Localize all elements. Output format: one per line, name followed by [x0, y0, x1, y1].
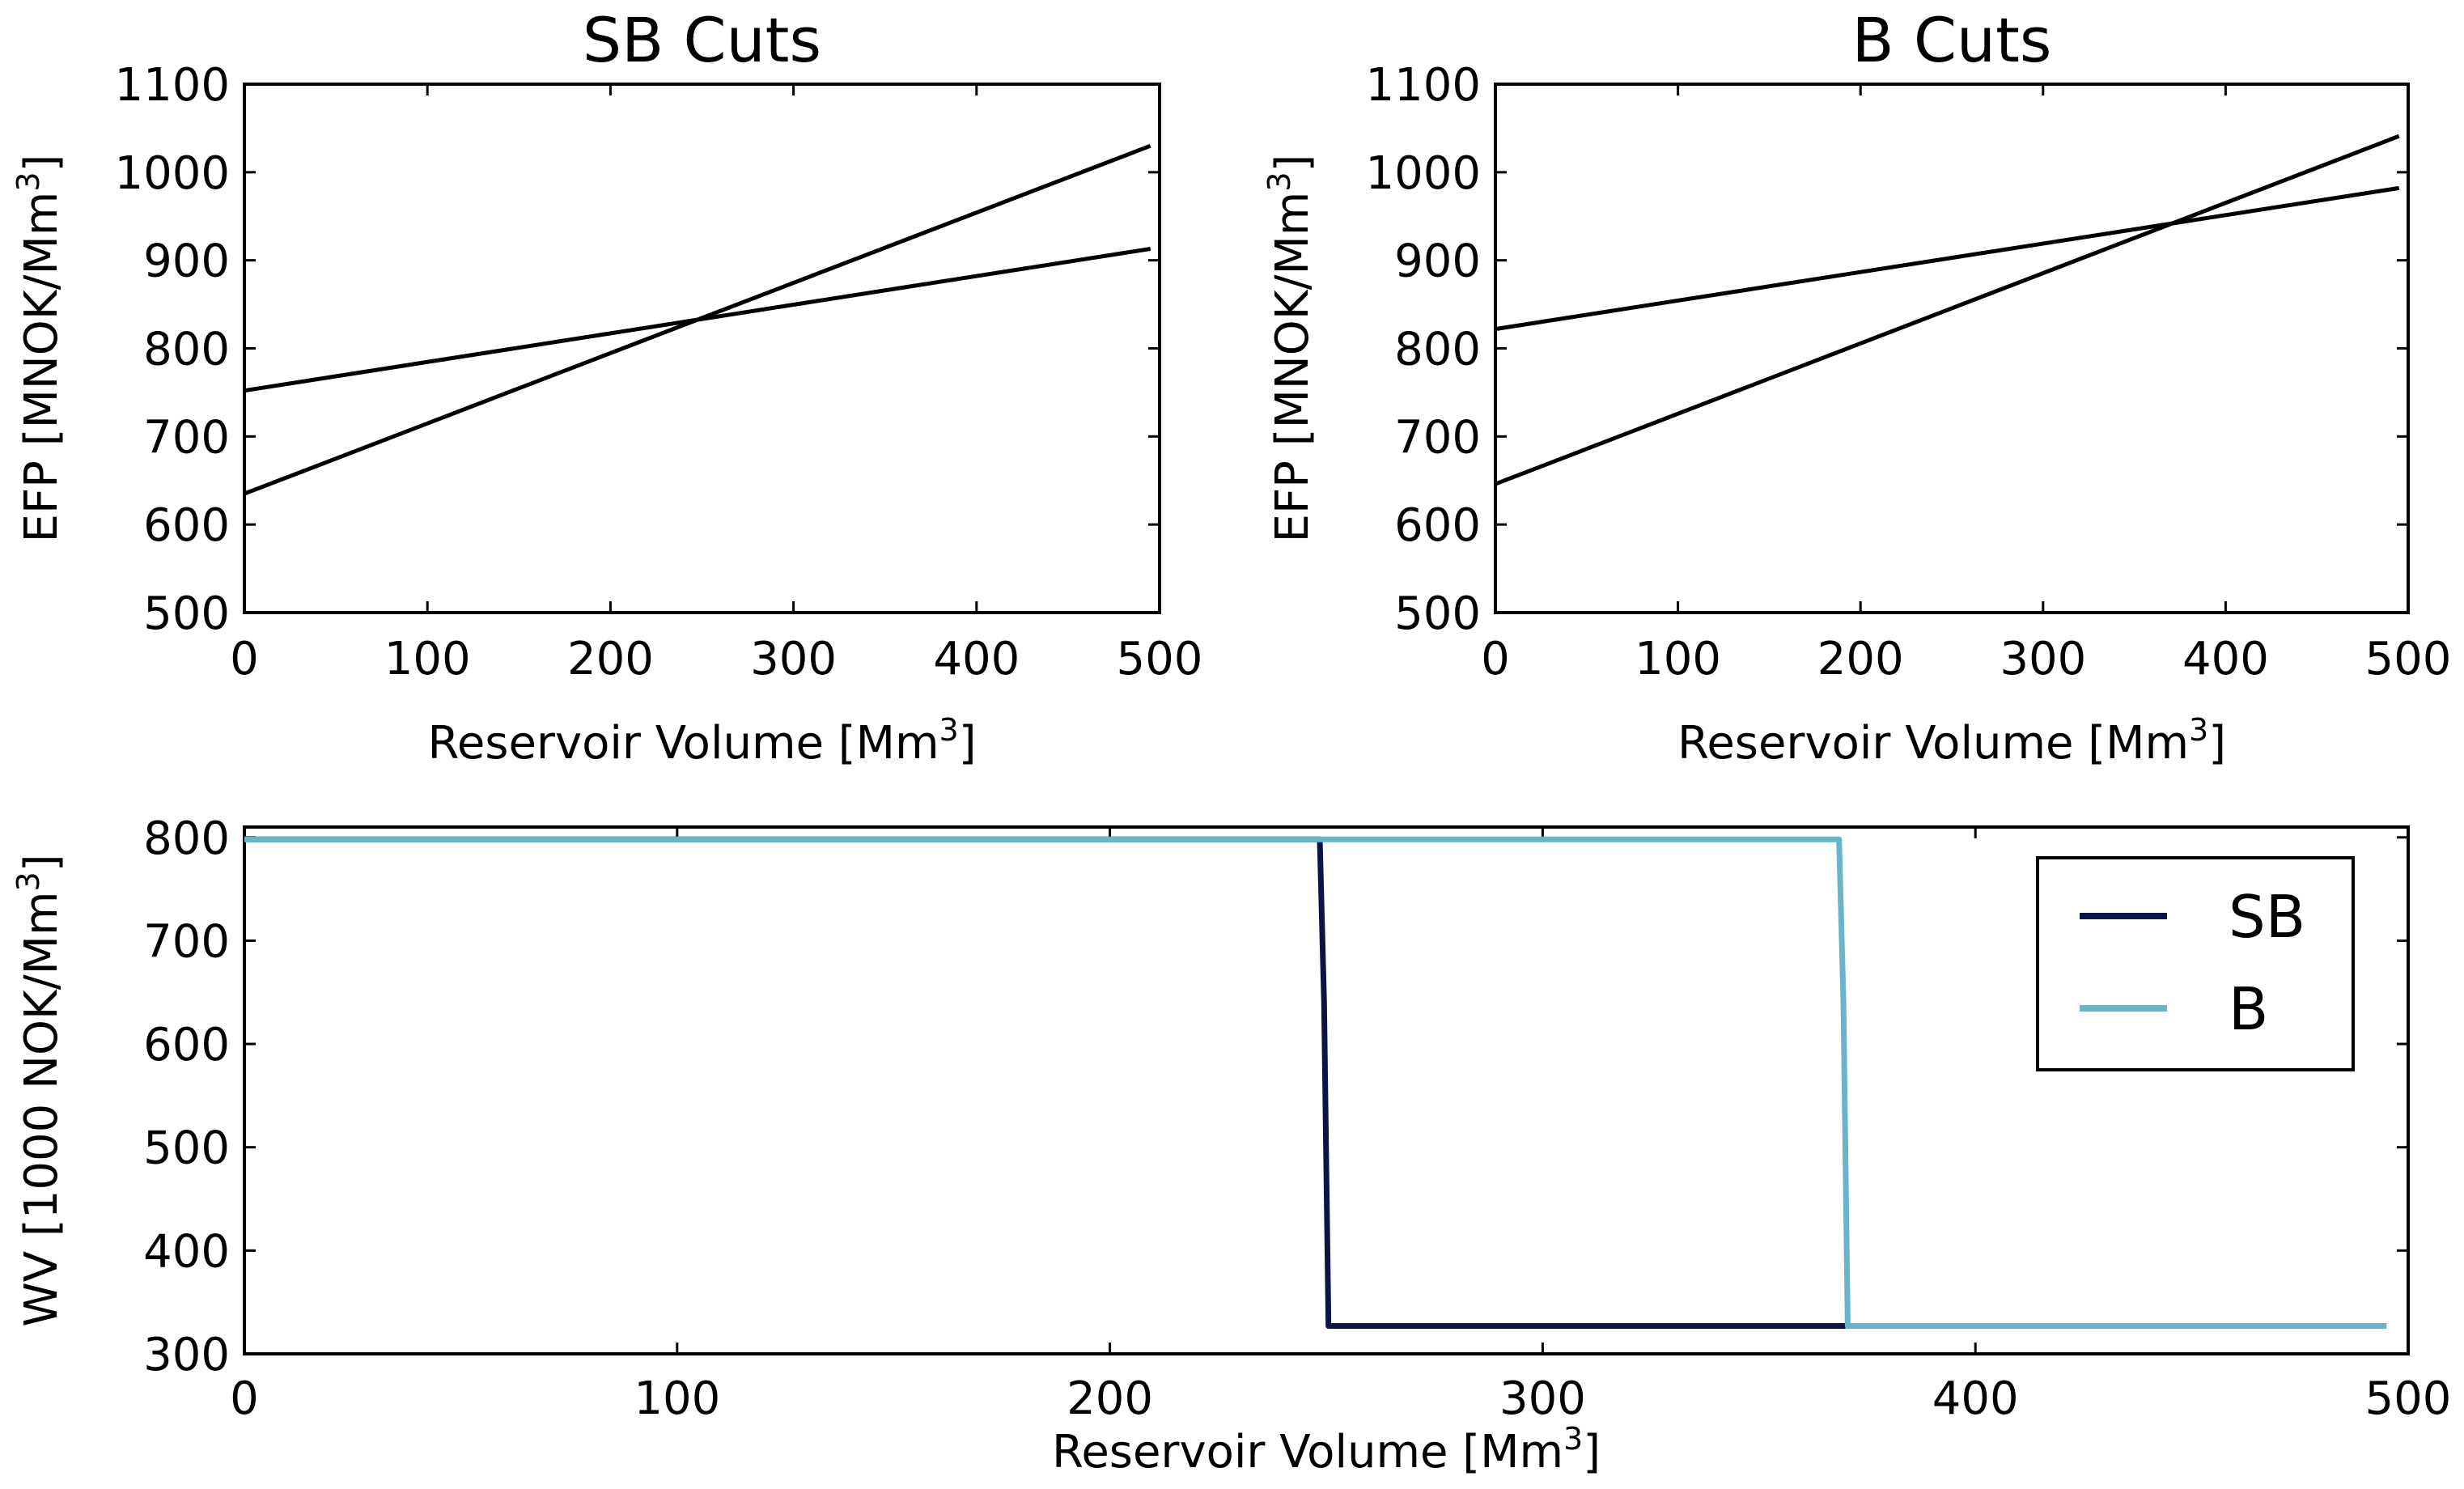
x-axis-title-close: ] [1583, 1426, 1601, 1478]
x-tick-label: 300 [750, 633, 837, 685]
y-tick-label: 1000 [1365, 147, 1481, 200]
x-axis-title-text: Reservoir Volume [Mm [1052, 1426, 1563, 1478]
y-tick-label: 900 [1394, 235, 1481, 288]
x-tick-label: 300 [1499, 1372, 1586, 1425]
x-tick-label: 200 [1817, 633, 1904, 685]
y-tick-label: 500 [143, 588, 230, 640]
x-tick-label: 200 [1067, 1372, 1153, 1425]
y-axis-title-sup: 3 [1262, 172, 1297, 191]
x-tick-label: 0 [230, 1372, 259, 1425]
series-line-cut-1 [1495, 185, 2400, 332]
y-tick-label: 300 [143, 1329, 230, 1381]
y-axis-title: WV [1000 NOK/Mm3] [11, 854, 68, 1326]
x-axis-title-close: ] [959, 717, 977, 770]
y-tick-label: 600 [143, 499, 230, 552]
x-tick-label: 100 [1635, 633, 1721, 685]
x-tick-label: 100 [634, 1372, 720, 1425]
y-tick-label: 900 [143, 235, 230, 288]
x-axis-title-sup: 3 [939, 712, 959, 748]
plot-frame [243, 83, 1161, 614]
y-axis-title-close: ] [15, 155, 68, 172]
y-axis-title-sup: 3 [11, 172, 46, 191]
y-tick-label: 600 [143, 1019, 230, 1071]
y-axis-title-sup: 3 [11, 872, 46, 891]
x-tick-label: 0 [1481, 633, 1510, 685]
y-axis-title-text: EFP [MNOK/Mm [1266, 192, 1319, 543]
y-tick-label: 800 [143, 812, 230, 865]
legend-label-sb: SB [2229, 883, 2305, 951]
x-axis-title-sup: 3 [2189, 712, 2208, 748]
y-tick-label: 1100 [1365, 59, 1481, 112]
y-tick-label: 400 [143, 1225, 230, 1278]
series-line-cut-2 [1495, 134, 2400, 486]
y-tick-label: 800 [143, 324, 230, 376]
y-axis-title-text: EFP [MNOK/Mm [15, 192, 68, 543]
series-line-b [244, 836, 2387, 1329]
x-tick-label: 500 [1117, 633, 1203, 685]
series-line-cut-2 [244, 143, 1151, 496]
b-cuts-chart: 0 100 200 300 400 500 500 600 700 800 900 1000 1100 B… [1262, 4, 2451, 770]
x-tick-label: 0 [230, 633, 259, 685]
y-tick-label: 500 [1394, 588, 1481, 640]
chart-title: B Cuts [1852, 4, 2052, 76]
x-tick-label: 300 [2000, 633, 2086, 685]
y-axis-title-text: WV [1000 NOK/Mm [15, 891, 68, 1326]
x-axis-title: Reservoir Volume [Mm3] [1677, 712, 2226, 770]
y-tick-label: 600 [1394, 499, 1481, 552]
plot-frame [1494, 83, 2410, 614]
y-axis-title-close: ] [1266, 155, 1319, 172]
x-axis-title-text: Reservoir Volume [Mm [427, 717, 939, 770]
x-tick-label: 400 [933, 633, 1020, 685]
x-axis-title-sup: 3 [1563, 1421, 1583, 1457]
legend-frame [2036, 856, 2355, 1071]
y-axis-title-close: ] [15, 854, 68, 872]
x-tick-label: 400 [1932, 1372, 2019, 1425]
y-axis-title: EFP [MNOK/Mm3] [11, 155, 68, 543]
y-axis-title: EFP [MNOK/Mm3] [1262, 155, 1319, 543]
water-value-chart: 0 100 200 300 400 500 300 400 500 600 700 800 Reserv… [11, 812, 2451, 1478]
chart-title: SB Cuts [583, 4, 821, 76]
legend: SB B [2036, 856, 2355, 1071]
x-tick-label: 500 [2365, 1372, 2452, 1425]
sb-cuts-chart: 0 100 200 300 400 500 500 600 700 800 900 1000 1100 S… [11, 4, 1202, 770]
y-tick-label: 700 [1394, 411, 1481, 464]
x-axis-title-close: ] [2208, 717, 2226, 770]
x-tick-label: 400 [2182, 633, 2269, 685]
legend-label-b: B [2229, 975, 2268, 1043]
y-tick-label: 1000 [114, 147, 230, 200]
y-tick-label: 1100 [114, 59, 230, 112]
x-axis-title: Reservoir Volume [Mm3] [1052, 1421, 1601, 1478]
x-axis-title-text: Reservoir Volume [Mm [1677, 717, 2189, 770]
y-tick-label: 700 [143, 915, 230, 968]
x-tick-label: 100 [384, 633, 471, 685]
y-tick-label: 500 [143, 1122, 230, 1175]
y-tick-label: 800 [1394, 324, 1481, 376]
y-tick-label: 700 [143, 411, 230, 464]
x-tick-label: 200 [567, 633, 654, 685]
x-axis-title: Reservoir Volume [Mm3] [427, 712, 976, 770]
x-tick-label: 500 [2365, 633, 2452, 685]
